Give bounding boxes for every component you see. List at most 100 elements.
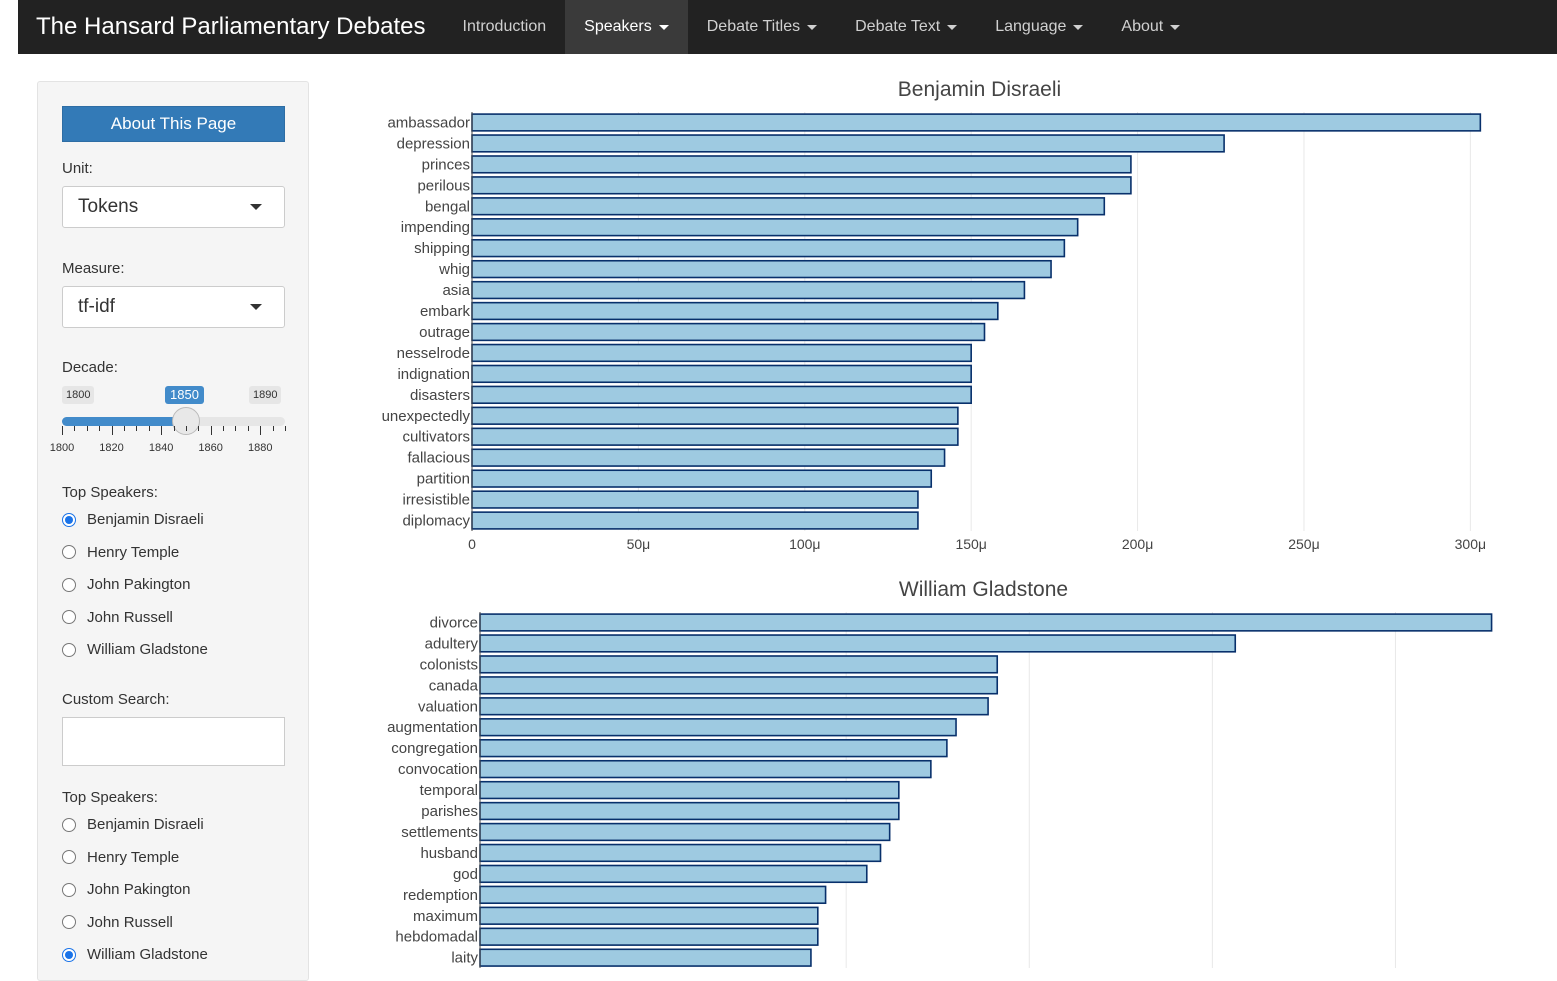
caret-down-icon	[807, 24, 818, 30]
bar	[479, 613, 1493, 632]
bar	[479, 655, 999, 674]
speaker-name: Henry Temple	[87, 848, 180, 866]
about-this-page-button[interactable]: About This Page	[62, 106, 285, 142]
navbar: The Hansard Parliamentary Debates Introd…	[18, 0, 1557, 54]
radio-unchecked-icon[interactable]	[62, 577, 76, 592]
slider-tick-label: 1800	[49, 442, 75, 454]
bar	[471, 406, 959, 425]
bar	[471, 322, 986, 342]
category-label: temporal	[420, 782, 478, 799]
radio-checked-icon[interactable]	[62, 947, 76, 962]
speaker-radio-option[interactable]: John Russell	[62, 609, 173, 626]
speaker-radio-option[interactable]: William Gladstone	[62, 641, 208, 658]
top-speakers-label: Top Speakers:	[62, 789, 158, 806]
slider-tick	[86, 426, 88, 431]
bar	[479, 906, 819, 925]
speaker-name: Henry Temple	[87, 543, 180, 561]
custom-search-label: Custom Search:	[62, 691, 170, 708]
radio-unchecked-icon[interactable]	[62, 882, 76, 897]
slider-tick	[123, 426, 125, 431]
measure-select[interactable]: tf-idf	[62, 286, 285, 328]
x-tick-label: 300μ	[1455, 536, 1486, 552]
category-label: embark	[420, 303, 471, 320]
radio-unchecked-icon[interactable]	[62, 545, 76, 559]
decade-label: Decade:	[62, 359, 118, 376]
nav-item-debate-titles[interactable]: Debate Titles	[688, 0, 836, 54]
bar	[479, 718, 957, 737]
sidebar-panel: About This Page Unit: Tokens Measure: tf…	[37, 81, 309, 981]
slider-tick	[173, 426, 175, 431]
category-label: hebdomadal	[395, 929, 478, 946]
unit-select-value: Tokens	[78, 196, 139, 217]
gladstone-bar-chart: William Gladstone divorce adultery colonist…	[387, 578, 1493, 968]
category-label: impending	[401, 219, 470, 236]
bar	[471, 238, 1066, 258]
speaker-radio-option[interactable]: Benjamin Disraeli	[62, 511, 204, 528]
nav-item-language[interactable]: Language	[976, 0, 1102, 54]
speaker-name: William Gladstone	[87, 641, 208, 658]
category-label: cultivators	[402, 429, 470, 446]
bar	[471, 343, 972, 363]
speaker-name: John Russell	[87, 913, 173, 931]
slider-tick	[235, 426, 237, 431]
app-title[interactable]: The Hansard Parliamentary Debates	[36, 13, 426, 40]
caret-down-icon	[1170, 24, 1181, 30]
speaker-radio-option[interactable]: Henry Temple	[62, 544, 179, 561]
radio-unchecked-icon[interactable]	[62, 817, 76, 832]
bar	[471, 448, 946, 467]
chevron-down-icon	[250, 304, 262, 310]
category-label: husband	[420, 845, 478, 862]
speaker-radio-option[interactable]: John Russell	[62, 914, 173, 931]
radio-unchecked-icon[interactable]	[62, 915, 76, 929]
radio-unchecked-icon[interactable]	[62, 850, 76, 864]
category-label: perilous	[417, 177, 470, 194]
category-label: nesselrode	[397, 345, 470, 362]
nav-item-introduction[interactable]: Introduction	[444, 0, 566, 54]
chevron-down-icon	[250, 204, 262, 210]
nav-item-label: Speakers	[584, 18, 652, 35]
category-label: parishes	[421, 803, 478, 820]
radio-unchecked-icon[interactable]	[62, 642, 76, 657]
bar	[471, 427, 959, 446]
chart-title: Benjamin Disraeli	[898, 78, 1061, 101]
category-label: settlements	[401, 824, 478, 841]
radio-unchecked-icon[interactable]	[62, 610, 76, 624]
bar	[479, 780, 900, 800]
nav-item-debate-text[interactable]: Debate Text	[836, 0, 976, 54]
category-label: diplomacy	[402, 513, 470, 530]
x-tick-label: 200μ	[1122, 536, 1153, 552]
slider-tick	[272, 426, 274, 431]
speaker-radio-option[interactable]: William Gladstone	[62, 946, 208, 963]
nav-item-label: Language	[995, 18, 1067, 35]
x-tick-label: 0	[468, 536, 476, 552]
speaker-name: John Russell	[87, 608, 173, 626]
slider-tick	[111, 426, 113, 435]
slider-tick	[247, 426, 249, 431]
slider-tick	[223, 426, 225, 431]
bar	[479, 885, 827, 905]
speaker-radio-option[interactable]: John Pakington	[62, 881, 190, 898]
speaker-radio-option[interactable]: Henry Temple	[62, 849, 179, 866]
nav-item-label: Introduction	[462, 18, 547, 35]
bar	[471, 134, 1225, 153]
bar	[479, 843, 882, 863]
category-label: whig	[438, 261, 470, 278]
slider-min-label: 1800	[62, 386, 95, 404]
custom-search-input[interactable]	[62, 717, 285, 766]
slider-tick-label: 1860	[198, 442, 223, 454]
speaker-radio-option[interactable]: Benjamin Disraeli	[62, 816, 204, 833]
nav-item-speakers[interactable]: Speakers	[565, 0, 688, 54]
unit-select[interactable]: Tokens	[62, 186, 285, 228]
bar	[471, 280, 1026, 300]
category-label: disasters	[410, 387, 470, 404]
category-label: fallacious	[407, 450, 470, 467]
category-label: redemption	[403, 887, 478, 904]
x-tick-label: 250μ	[1288, 536, 1319, 552]
radio-checked-icon[interactable]	[62, 512, 76, 527]
nav-item-about[interactable]: About	[1102, 0, 1199, 54]
nav-item-label: Debate Text	[855, 18, 941, 35]
speaker-radio-option[interactable]: John Pakington	[62, 576, 190, 593]
measure-select-value: tf-idf	[78, 296, 115, 317]
slider-tick-label: 1840	[148, 442, 174, 454]
bar	[471, 218, 1079, 237]
